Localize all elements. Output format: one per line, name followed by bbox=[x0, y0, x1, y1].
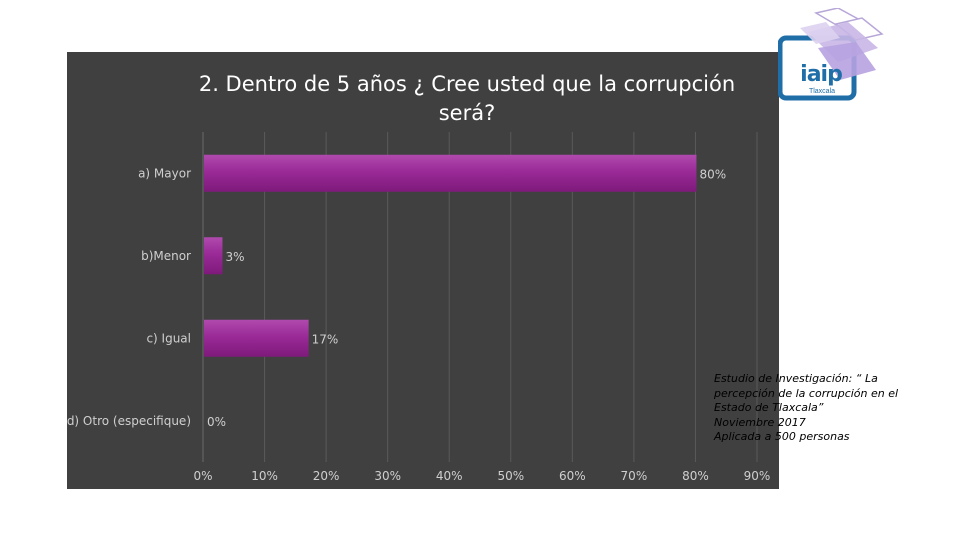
x-tick-label: 90% bbox=[744, 469, 771, 483]
note-line: Estado de Tlaxcala” bbox=[714, 401, 824, 414]
x-tick-label: 40% bbox=[436, 469, 463, 483]
x-tick-label: 30% bbox=[374, 469, 401, 483]
category-label: d) Otro (especifique) bbox=[67, 414, 191, 428]
chart-title: 2. Dentro de 5 años ¿ Cree usted que la … bbox=[157, 70, 777, 128]
category-label: c) Igual bbox=[146, 331, 191, 345]
chart-panel: 2. Dentro de 5 años ¿ Cree usted que la … bbox=[67, 52, 779, 489]
bar bbox=[204, 319, 309, 357]
note-line: Noviembre 2017 bbox=[714, 415, 806, 429]
x-tick-label: 20% bbox=[313, 469, 340, 483]
note-line: Estudio de Investigación: “ La bbox=[714, 372, 878, 385]
data-label: 17% bbox=[312, 332, 339, 346]
chart-title-line-1: 2. Dentro de 5 años ¿ Cree usted que la … bbox=[198, 72, 736, 96]
x-tick-label: 70% bbox=[621, 469, 648, 483]
logo-text: iaip bbox=[800, 62, 843, 87]
logo-subtitle: Tlaxcala bbox=[808, 88, 836, 95]
data-label: 3% bbox=[225, 250, 244, 264]
category-label: a) Mayor bbox=[138, 166, 191, 180]
iaip-logo-icon bbox=[778, 8, 884, 101]
study-note: Estudio de Investigación: “ La percepció… bbox=[714, 372, 944, 445]
x-tick-label: 80% bbox=[682, 469, 709, 483]
x-tick-label: 50% bbox=[497, 469, 524, 483]
bar bbox=[204, 237, 223, 275]
bar bbox=[204, 154, 697, 192]
x-tick-label: 60% bbox=[559, 469, 586, 483]
category-label: b)Menor bbox=[141, 249, 191, 263]
x-tick-label: 0% bbox=[193, 469, 212, 483]
note-line: Aplicada a 500 personas bbox=[714, 430, 850, 443]
data-label: 0% bbox=[207, 415, 226, 429]
data-label: 80% bbox=[699, 167, 726, 181]
x-tick-label: 10% bbox=[251, 469, 278, 483]
note-line: percepción de la corrupción en el bbox=[714, 386, 899, 400]
bar-chart: 0% 10% 20% 30% 40% 50% 60% 70% 80% 90% a) Mayor 80%… bbox=[67, 132, 771, 483]
chart-title-line-2: será? bbox=[438, 101, 496, 125]
